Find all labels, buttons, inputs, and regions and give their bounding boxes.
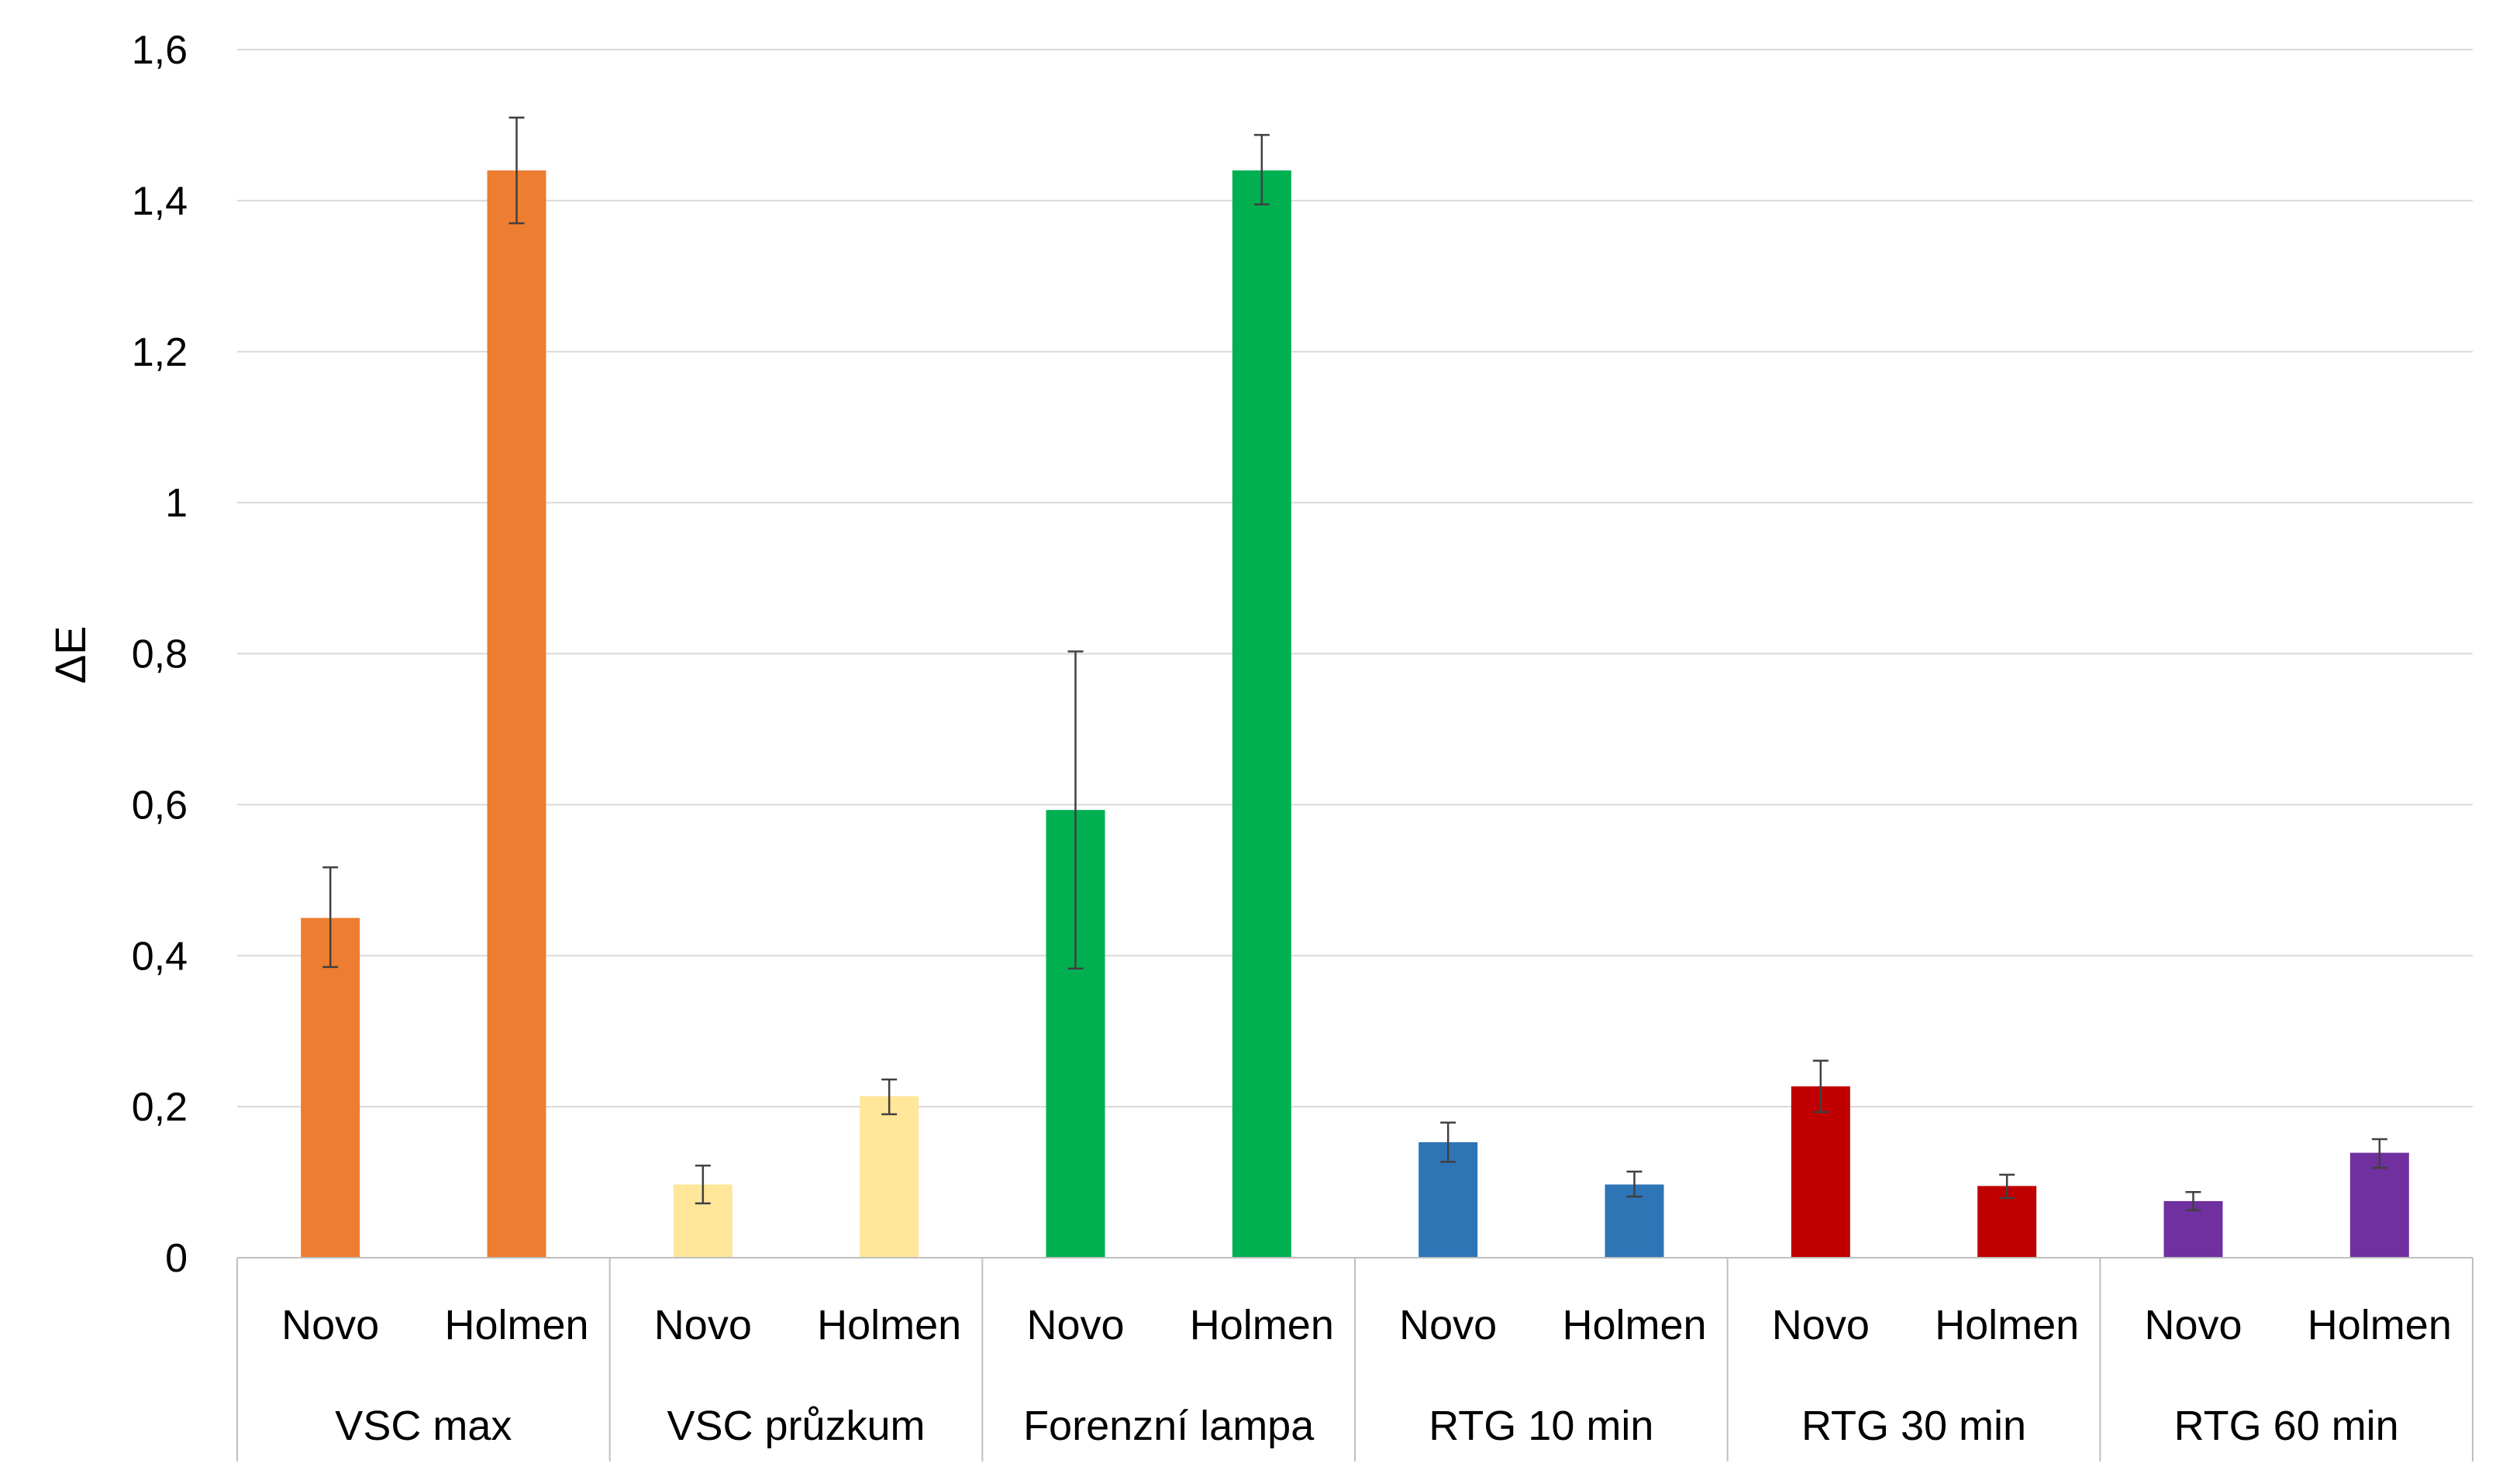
x-category-label: Holmen [817, 1302, 961, 1348]
x-category-label: Novo [2144, 1302, 2242, 1348]
x-group-label: RTG 10 min [1429, 1403, 1653, 1449]
labels: ΔE 0 0,2 0,4 0,6 0,8 1 1,2 1,4 1,6 Novo Holmen VSC … [46, 28, 2452, 1449]
y-axis-title: ΔE [46, 626, 95, 684]
y-tick-label: 1,6 [132, 28, 188, 73]
gridlines [237, 49, 2473, 1108]
bar [1791, 1086, 1850, 1258]
y-tick-label: 0,8 [132, 632, 188, 677]
x-category-label: Novo [1399, 1302, 1497, 1348]
x-category-label: Novo [1772, 1302, 1870, 1348]
bar [487, 170, 546, 1258]
x-group-label: Forenzní lampa [1023, 1403, 1315, 1449]
x-group-label: RTG 60 min [2174, 1403, 2399, 1449]
x-category-label: Holmen [2308, 1302, 2452, 1348]
x-group-label: RTG 30 min [1801, 1403, 2026, 1449]
x-group-label: VSC max [335, 1403, 512, 1449]
x-group-label: VSC průzkum [667, 1403, 925, 1449]
x-category-label: Novo [281, 1302, 379, 1348]
bar [2349, 1152, 2409, 1258]
y-tick-label: 1 [165, 481, 188, 526]
y-tick-label: 0,2 [132, 1085, 188, 1130]
x-category-label: Holmen [444, 1302, 588, 1348]
y-tick-label: 1,2 [132, 330, 188, 375]
bar [860, 1096, 919, 1258]
x-category-label: Novo [654, 1302, 752, 1348]
bar [301, 918, 360, 1258]
x-category-label: Holmen [1562, 1302, 1706, 1348]
y-tick-label: 1,4 [132, 179, 188, 224]
x-category-label: Novo [1026, 1302, 1124, 1348]
y-tick-label: 0,4 [132, 934, 188, 979]
bars [301, 170, 2409, 1258]
axes [236, 1257, 2473, 1462]
error-bars [322, 116, 2387, 1211]
bar [1232, 170, 1291, 1258]
y-tick-label: 0 [165, 1236, 188, 1281]
x-category-label: Holmen [1190, 1302, 1334, 1348]
x-category-label: Holmen [1935, 1302, 2079, 1348]
y-tick-label: 0,6 [132, 783, 188, 828]
